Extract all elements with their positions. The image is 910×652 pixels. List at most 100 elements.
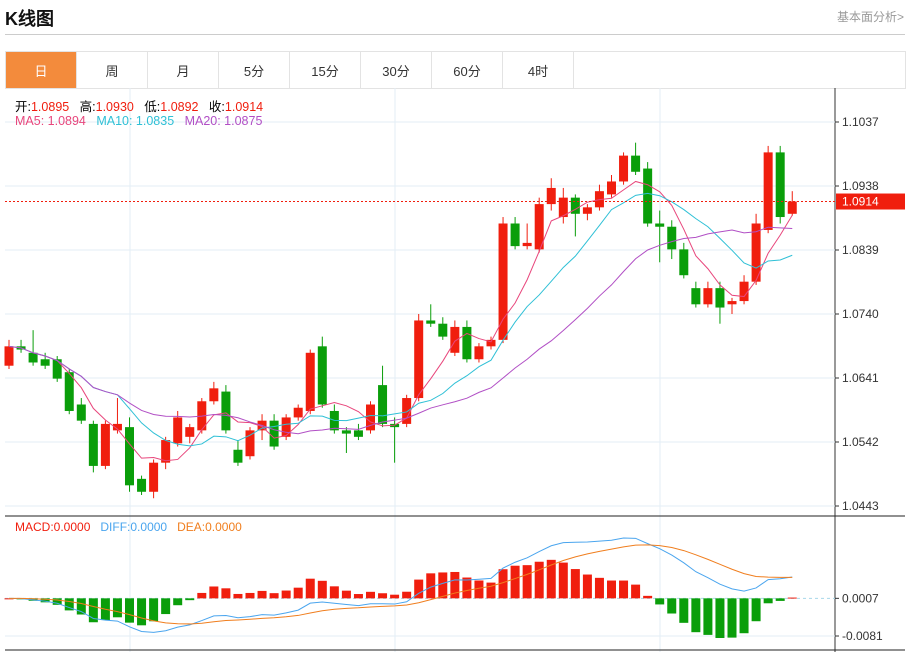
ma5-legend: MA5: 1.0894	[15, 114, 86, 128]
candle-up	[703, 288, 713, 305]
macd-bar	[631, 584, 641, 599]
candle-up	[751, 223, 761, 282]
macd-bar	[715, 598, 725, 638]
macd-tick-label: 0.0007	[842, 591, 879, 605]
tab-60min[interactable]: 60分	[432, 52, 503, 88]
low-label: 低:	[144, 100, 161, 114]
candle-down	[341, 430, 351, 434]
candle-up	[185, 427, 195, 437]
price-tick-label: 1.0641	[842, 371, 879, 385]
candle-down	[233, 449, 243, 463]
ma20-legend: MA20: 1.0875	[184, 114, 263, 128]
price-tick-label: 1.0542	[842, 435, 879, 449]
page-title: K线图	[5, 9, 54, 29]
macd-bar	[149, 598, 159, 622]
ma5-line	[8, 180, 793, 462]
macd-bar	[366, 591, 375, 599]
macd-bar	[739, 598, 749, 634]
candle-up	[366, 404, 375, 431]
macd-bar	[727, 598, 737, 638]
macd-bar	[607, 580, 616, 599]
tab-month[interactable]: 月	[148, 52, 219, 88]
candle-down	[125, 427, 134, 486]
candle-down	[643, 168, 653, 224]
macd-bar	[474, 580, 484, 599]
dea-value: DEA:0.0000	[177, 520, 242, 534]
macd-bar	[619, 580, 629, 599]
candle-up	[402, 398, 412, 424]
candle-down	[715, 288, 725, 308]
macd-bar	[112, 598, 122, 618]
macd-bar	[558, 562, 568, 599]
candle-up	[450, 326, 460, 353]
candle-up	[619, 155, 629, 182]
macd-bar	[402, 591, 412, 599]
tab-week[interactable]: 周	[77, 52, 148, 88]
macd-bar	[486, 582, 496, 599]
candle-up	[486, 339, 496, 347]
macd-bar	[691, 598, 701, 633]
candle-up	[534, 204, 544, 250]
macd-bar	[293, 587, 303, 599]
tab-4hour[interactable]: 4时	[503, 52, 574, 88]
macd-bar	[787, 597, 797, 599]
kline-chart[interactable]: 1.1037 1.0938 1.0839 1.0740 1.0641 1.0542 1.04…	[0, 88, 910, 652]
high-label: 高:	[79, 100, 96, 114]
macd-bar	[341, 590, 351, 599]
candle-up	[161, 440, 171, 463]
macd-bar	[582, 574, 592, 599]
candle-up	[293, 407, 303, 418]
macd-bar	[64, 598, 74, 611]
macd-bar	[570, 569, 580, 599]
ohlc-legend: 开:1.0895 高:1.0930 低:1.0892 收:1.0914	[15, 96, 263, 115]
macd-bar	[353, 594, 363, 599]
candle-up	[727, 301, 737, 305]
macd-bar	[88, 598, 98, 623]
macd-bar	[305, 578, 315, 599]
price-tick-label: 1.0839	[842, 243, 879, 257]
candle-up	[4, 346, 14, 366]
macd-bar	[498, 569, 508, 599]
tab-5min[interactable]: 5分	[219, 52, 290, 88]
candle-up	[546, 187, 556, 205]
tab-day[interactable]: 日	[6, 52, 77, 88]
ma20-line	[8, 226, 793, 435]
macd-bar	[209, 586, 219, 599]
candle-down	[426, 320, 436, 324]
candle-down	[462, 326, 472, 360]
price-tick-label: 1.1037	[842, 115, 879, 129]
candle-up	[305, 352, 315, 411]
macd-bar	[269, 593, 279, 599]
candle-up	[112, 423, 122, 431]
macd-bar	[245, 592, 255, 599]
macd-bar	[40, 598, 50, 603]
tab-30min[interactable]: 30分	[361, 52, 432, 88]
macd-bar	[221, 588, 231, 599]
macd-bar	[643, 595, 653, 599]
candle-up	[607, 181, 616, 195]
candle-down	[378, 385, 388, 424]
fundamental-analysis-link[interactable]: 基本面分析>	[836, 10, 904, 24]
candle-up	[739, 281, 749, 302]
macd-bar	[197, 592, 207, 599]
candle-down	[40, 359, 50, 366]
candle-down	[137, 478, 147, 492]
open-label: 开:	[15, 100, 31, 114]
macd-bar	[233, 593, 243, 599]
macd-bar	[438, 572, 448, 599]
tab-15min[interactable]: 15分	[290, 52, 361, 88]
macd-legend: MACD:0.0000 DIFF:0.0000 DEA:0.0000	[15, 520, 242, 534]
macd-bar	[125, 598, 134, 623]
candle-up	[100, 423, 110, 466]
candle-up	[522, 242, 532, 247]
macd-bar	[679, 598, 689, 623]
divider	[5, 34, 905, 35]
macd-bar	[534, 561, 544, 599]
candle-up	[173, 417, 183, 444]
macd-tick-label: -0.0081	[842, 629, 883, 643]
close-value: 1.0914	[224, 100, 264, 114]
macd-bar	[52, 598, 62, 605]
candle-down	[52, 359, 62, 379]
candle-down	[353, 430, 363, 437]
candle-up	[474, 346, 484, 360]
